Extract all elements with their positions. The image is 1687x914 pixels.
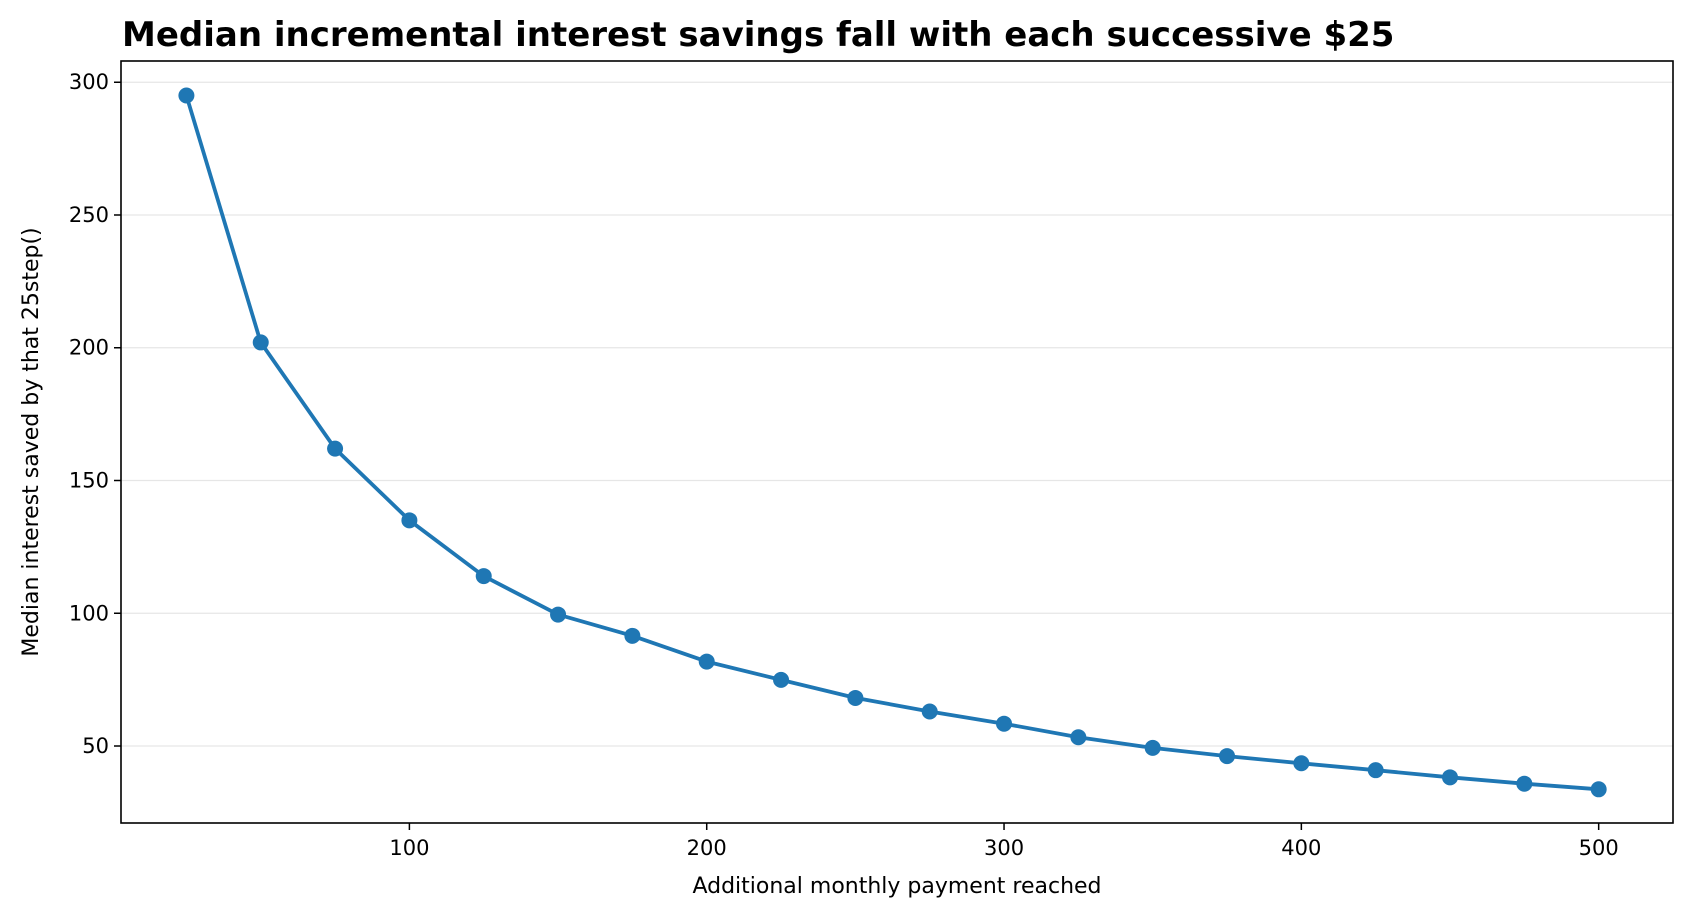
data-point [1516,775,1533,792]
data-point [996,715,1013,732]
y-tick-label: 100 [69,601,109,625]
data-point [1219,748,1236,765]
y-tick-label: 200 [69,336,109,360]
data-point [847,689,864,706]
y-axis-ticks: 50 100 150 200 250 300 [69,70,121,758]
data-point [550,606,567,623]
plot-series [178,87,1607,798]
x-tick-label: 200 [687,836,727,860]
data-point [475,568,492,585]
y-tick-label: 250 [69,203,109,227]
data-point [401,512,418,529]
data-point [1442,769,1459,786]
data-point [178,87,195,104]
plot-frame [120,60,1674,824]
data-point [921,703,938,720]
chart-title: Median incremental interest savings fall… [122,15,1394,55]
x-tick-label: 500 [1579,836,1619,860]
x-tick-label: 400 [1281,836,1321,860]
y-axis-label: Median interest saved by that 25step() [19,227,44,656]
data-point [698,653,715,670]
data-point [1293,755,1310,772]
data-point [1367,762,1384,779]
y-tick-label: 50 [82,734,109,758]
x-tick-label: 100 [389,836,429,860]
x-axis-label: Additional monthly payment reached [692,874,1101,899]
x-tick-label: 300 [984,836,1024,860]
x-axis-ticks: 100 200 300 400 500 [389,823,1619,860]
series-line [184,93,1601,792]
data-point [624,627,641,644]
data-point [1070,729,1087,746]
data-point [1590,781,1607,798]
grid-lines [121,81,1673,747]
data-point [327,440,344,457]
data-point [1144,739,1161,756]
y-tick-label: 150 [69,468,109,492]
y-tick-label: 300 [69,70,109,94]
data-point [773,671,790,688]
data-point [252,334,269,351]
